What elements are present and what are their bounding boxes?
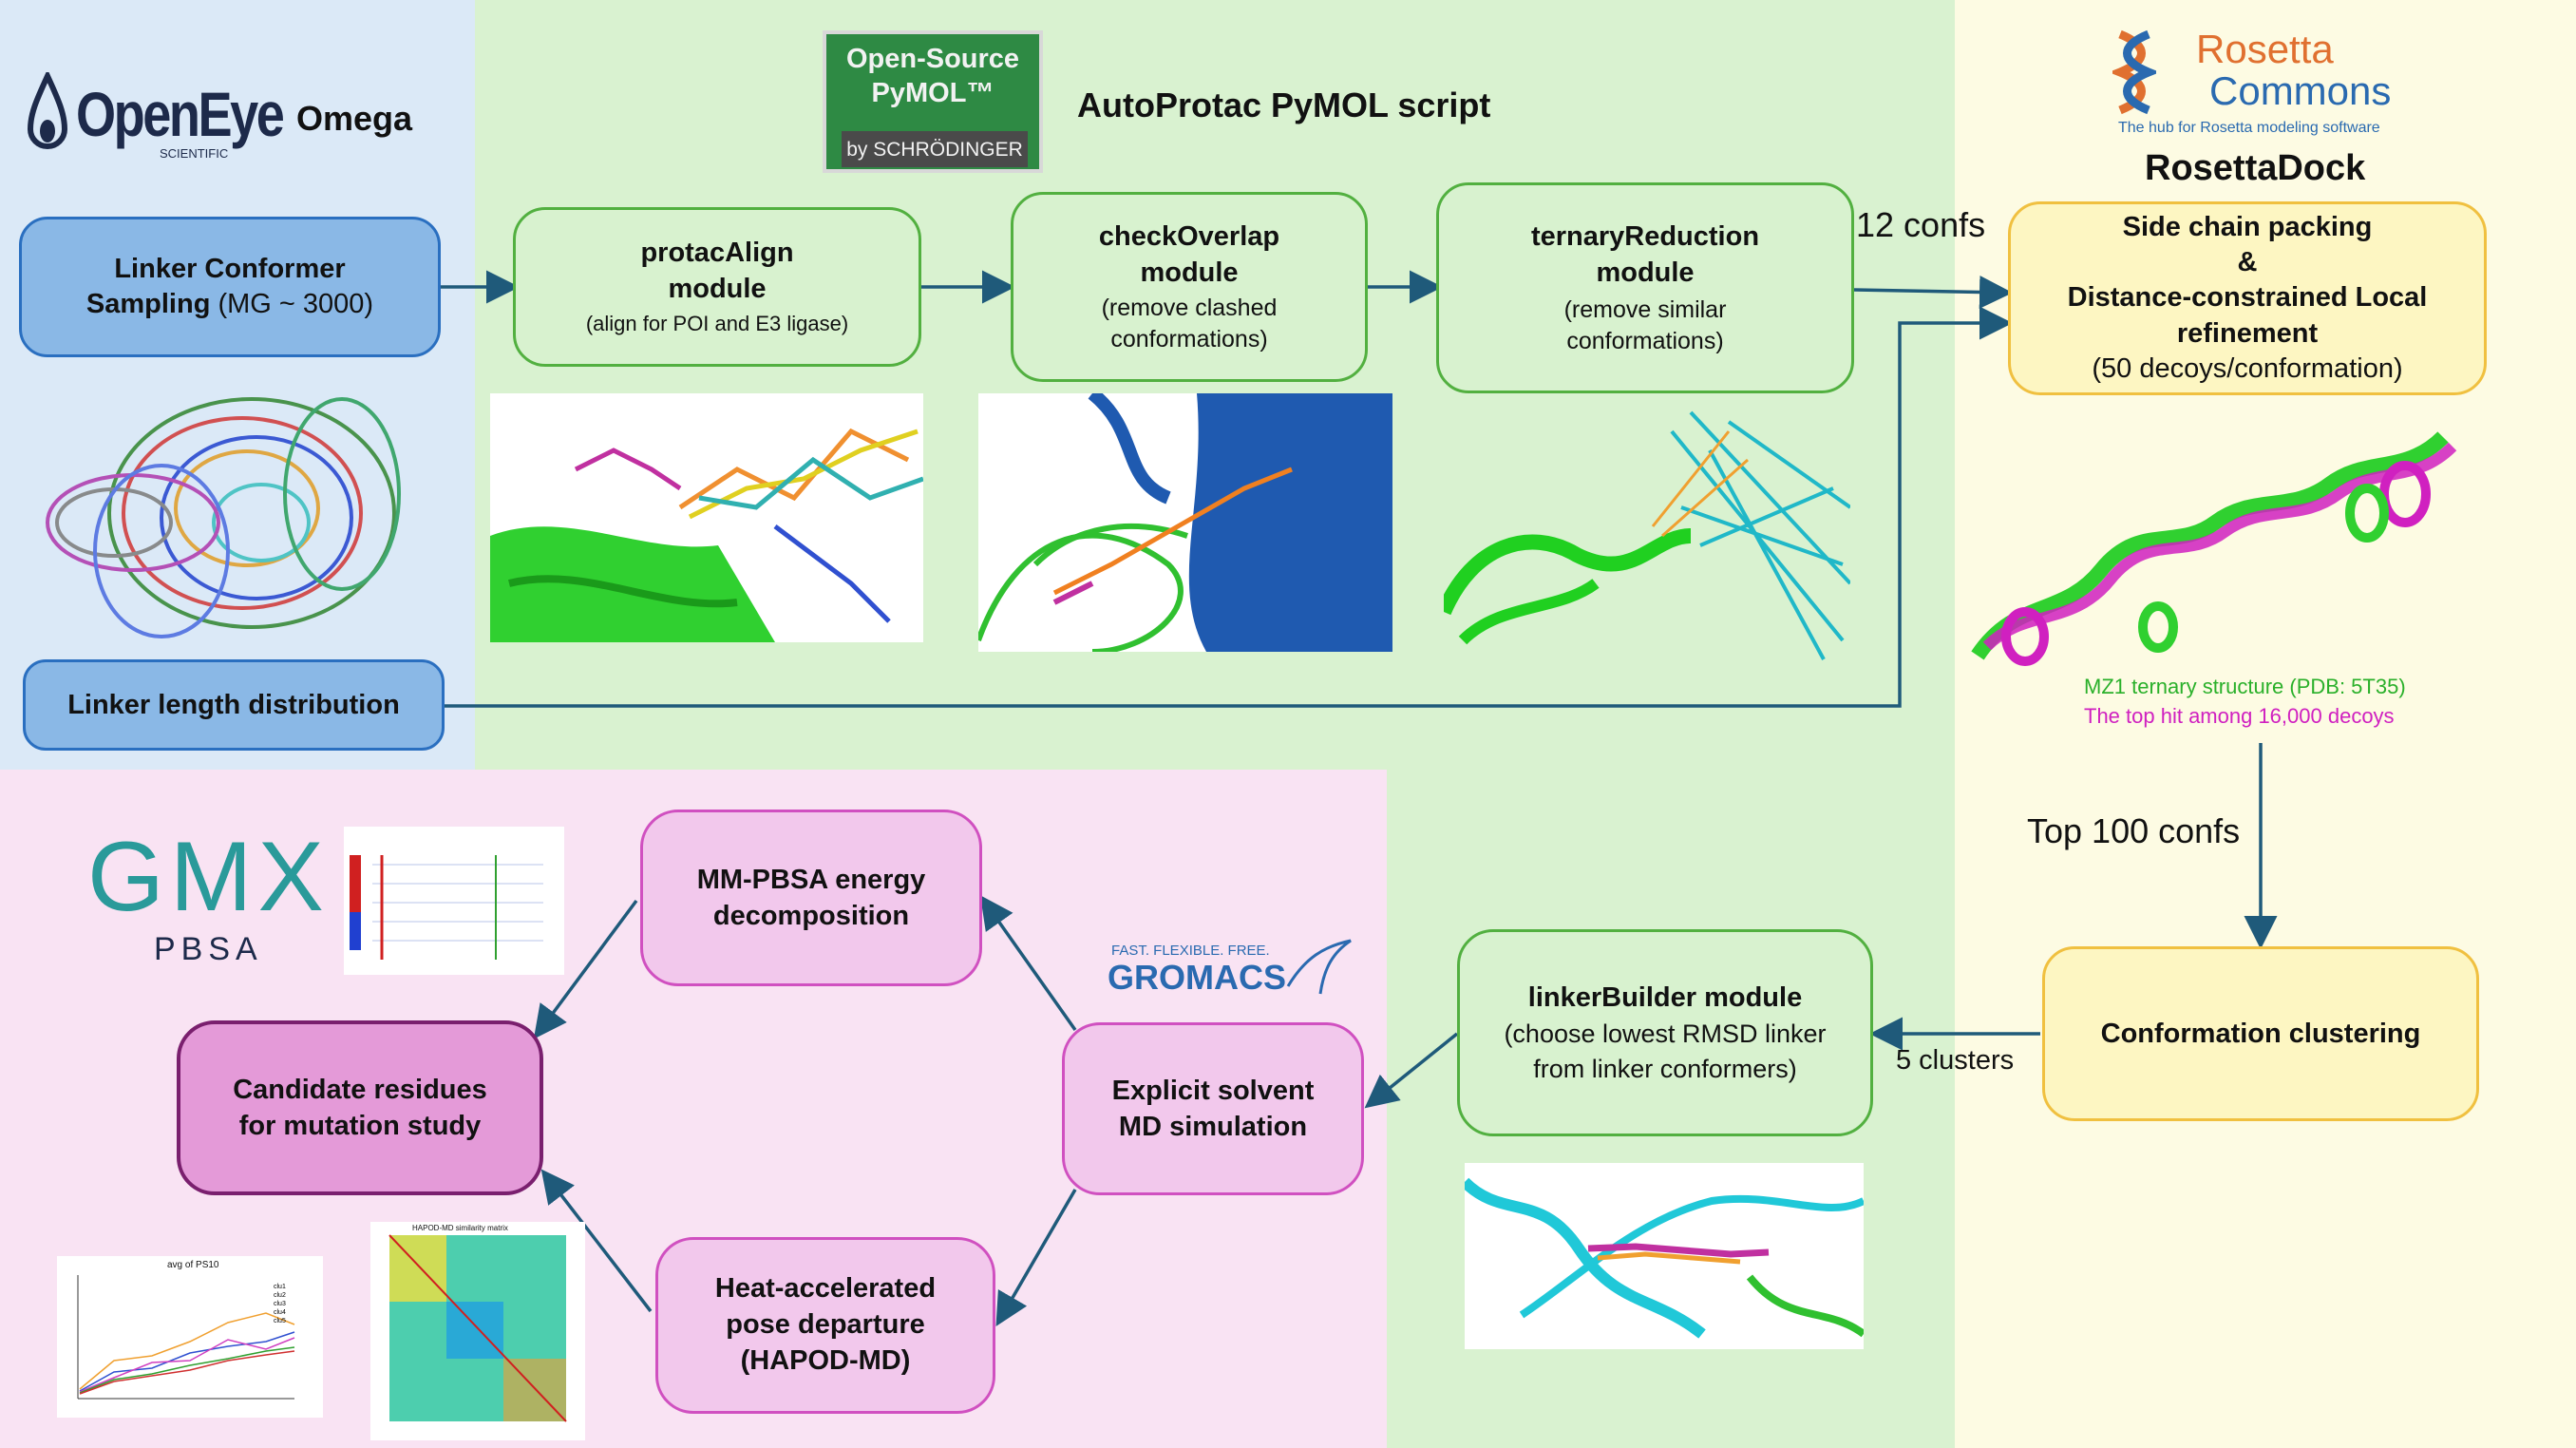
conformer-ensemble-image (46, 397, 401, 638)
hapod-line3: (HAPOD-MD) (740, 1344, 911, 1376)
energy-decomposition-image (344, 827, 564, 975)
explicit-line1: Explicit solvent (1111, 1075, 1315, 1106)
clustering-box: Conformation clustering (2042, 946, 2479, 1121)
gromacs-logo: FAST. FLEXIBLE. FREE. GROMACS (1108, 939, 1352, 1005)
refine-line1: Side chain packing (2122, 212, 2373, 243)
sampling-line1: Linker Conformer (114, 253, 346, 284)
rmsd-legend: clu1 clu2 clu3 clu4 clu5 (274, 1283, 286, 1325)
protacalign-title1: protacAlign (640, 238, 794, 269)
sampling-rest: (MG ~ 3000) (210, 289, 374, 319)
mmpbsa-line2: decomposition (712, 901, 910, 931)
linker-length-box: Linker length distribution (23, 659, 445, 751)
legend-item: clu5 (274, 1318, 286, 1324)
rosettadock-title: RosettaDock (2145, 148, 2366, 188)
linkerbuilder-desc1: (choose lowest RMSD linker (1504, 1019, 1827, 1049)
linker-length-label: Linker length distribution (67, 689, 400, 720)
openeye-sub: SCIENTIFIC (160, 146, 229, 161)
openeye-panel (0, 0, 475, 770)
omega-title: Omega (296, 99, 413, 138)
linker-sampling-box: Linker Conformer Sampling (MG ~ 3000) (19, 217, 441, 357)
top-100-label: Top 100 confs (2027, 811, 2241, 851)
gmx-logo-line2: PBSA (154, 931, 263, 967)
linkerbuilder-structure-image (1465, 1163, 1864, 1349)
rosetta-logo: Rosetta Commons The hub for Rosetta mode… (2112, 27, 2416, 141)
candidate-line1: Candidate residues (233, 1074, 487, 1105)
candidate-residues-box: Candidate residues for mutation study (177, 1020, 543, 1195)
legend-item: clu3 (274, 1301, 286, 1307)
hapod-line1: Heat-accelerated (714, 1273, 937, 1305)
sampling-line2: Sampling (MG ~ 3000) (86, 287, 373, 322)
similarity-heatmap: HAPOD-MD similarity matrix (370, 1222, 585, 1440)
explicit-line2: MD simulation (1118, 1112, 1308, 1142)
five-clusters-label: 5 clusters (1896, 1045, 2015, 1076)
checkoverlap-box: checkOverlap module (remove clashed conf… (1011, 192, 1368, 382)
hapod-box: Heat-accelerated pose departure (HAPOD-M… (655, 1237, 995, 1414)
checkoverlap-title1: checkOverlap (1098, 220, 1280, 252)
heatmap-cells (388, 1234, 567, 1422)
checkoverlap-desc2: conformations) (1110, 325, 1268, 352)
linkerbuilder-desc2: from linker conformers) (1533, 1054, 1797, 1083)
pymol-logo-line2: PyMOL™ (871, 78, 994, 108)
checkoverlap-title2: module (1140, 257, 1239, 288)
hapod-line2: pose departure (726, 1309, 925, 1341)
legend-item: clu1 (274, 1284, 286, 1290)
ternaryreduction-title2: module (1596, 257, 1695, 288)
rosetta-logo-line1: Rosetta (2196, 27, 2334, 71)
checkoverlap-structure-image (978, 393, 1392, 652)
gromacs-tag: FAST. FLEXIBLE. FREE. (1111, 943, 1270, 959)
gromacs-bird-icon (1286, 939, 1352, 995)
rosetta-superposition-image (1971, 431, 2457, 666)
protacalign-box: protacAlign module (align for POI and E3… (513, 207, 921, 367)
pymol-logo: Open-Source PyMOL™ by SCHRÖDINGER (823, 30, 1043, 173)
ternaryreduction-title1: ternaryReduction (1530, 220, 1760, 252)
pymol-logo-line1: Open-Source (845, 44, 1020, 74)
top-hit-caption: The top hit among 16,000 decoys (2084, 704, 2395, 728)
gmx-logo: GMX PBSA (87, 822, 334, 969)
mmpbsa-box: MM-PBSA energy decomposition (640, 810, 982, 986)
refine-line2: & (2237, 247, 2258, 278)
mz1-caption: MZ1 ternary structure (PDB: 5T35) (2084, 675, 2406, 698)
twelve-confs-label: 12 confs (1856, 205, 1986, 244)
openeye-logo: OpenEye SCIENTIFIC (27, 68, 285, 163)
gmx-logo-line1: GMX (87, 822, 330, 932)
pymol-logo-by-bar (842, 131, 1028, 167)
rmsd-plot-title: avg of PS10 (167, 1260, 219, 1270)
sampling-bold: Sampling (85, 289, 211, 319)
legend-item: clu4 (274, 1309, 286, 1316)
explicit-solvent-box: Explicit solvent MD simulation (1062, 1022, 1364, 1195)
protacalign-title2: module (668, 273, 767, 304)
gromacs-name: GROMACS (1108, 958, 1286, 997)
mmpbsa-line1: MM-PBSA energy (696, 864, 926, 895)
refine-line3: Distance-constrained Local (2067, 282, 2428, 314)
openeye-drop-icon (27, 72, 68, 149)
protacalign-structure-image (490, 393, 923, 642)
refine-line4: refinement (2176, 317, 2319, 349)
pymol-logo-by: by SCHRÖDINGER (846, 139, 1023, 161)
linkerbuilder-box: linkerBuilder module (choose lowest RMSD… (1457, 929, 1873, 1136)
candidate-line2: for mutation study (238, 1111, 482, 1141)
ternaryreduction-structure-image (1444, 410, 1850, 660)
ternaryreduction-desc1: (remove similar (1563, 296, 1727, 324)
clustering-label: Conformation clustering (2100, 1018, 2421, 1049)
ternaryreduction-box: ternaryReduction module (remove similar … (1436, 182, 1854, 393)
pymol-title: AutoProtac PyMOL script (1077, 86, 1491, 124)
legend-item: clu2 (274, 1292, 286, 1299)
rosetta-logo-line2: Commons (2209, 68, 2392, 113)
checkoverlap-desc1: (remove clashed (1101, 295, 1278, 322)
heatmap-title: HAPOD-MD similarity matrix (412, 1224, 508, 1232)
ternaryreduction-desc2: conformations) (1566, 327, 1724, 354)
linkerbuilder-title: linkerBuilder module (1527, 981, 1803, 1013)
refine-line5: (50 decoys/conformation) (2092, 352, 2403, 384)
rosetta-helix-icon (2112, 29, 2156, 115)
rmsd-plot-lines (77, 1275, 295, 1400)
refinement-box: Side chain packing & Distance-constraine… (2008, 201, 2487, 395)
rmsd-plot: avg of PS10 clu1 clu2 clu3 clu4 clu5 (57, 1256, 323, 1418)
openeye-brand: OpenEye (76, 79, 285, 149)
rosetta-logo-tagline: The hub for Rosetta modeling software (2118, 120, 2380, 136)
protacalign-desc: (align for POI and E3 ligase) (585, 312, 849, 336)
